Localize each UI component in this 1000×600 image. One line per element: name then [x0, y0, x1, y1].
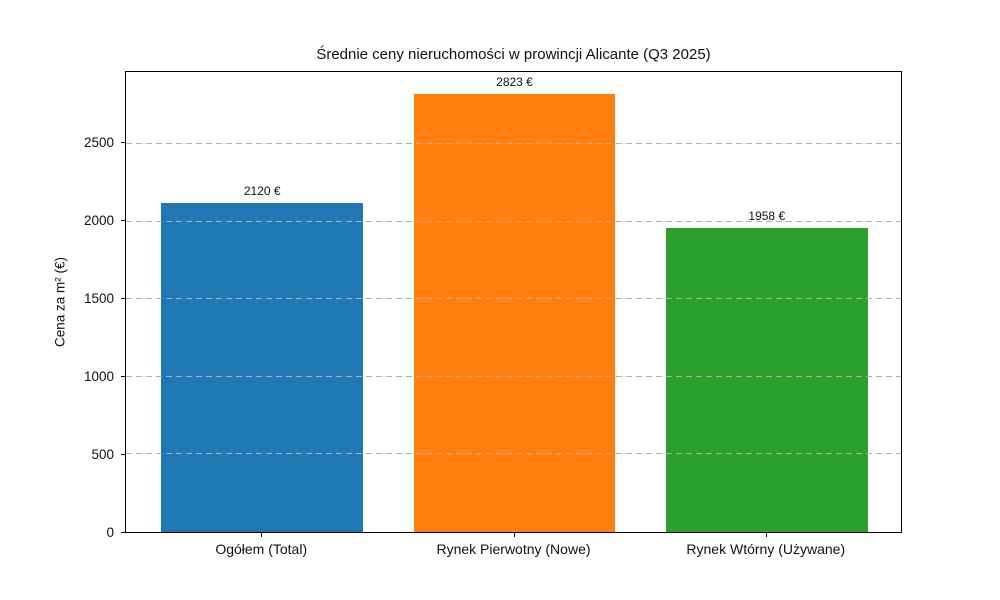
y-tick-mark-2000	[121, 220, 125, 222]
bar-value-label-3: 1958 €	[748, 209, 786, 224]
y-tick-label-0: 0	[106, 525, 114, 540]
y-tick-label-1500: 1500	[83, 291, 114, 307]
gridline-2000	[126, 220, 901, 222]
y-tick-mark-1000	[121, 376, 125, 378]
y-tick-mark-1500	[121, 298, 125, 300]
y-tick-label-2500: 2500	[83, 135, 114, 151]
x-tick-label-2: Rynek Pierwotny (Nowe)	[436, 541, 591, 557]
bar-value-label-1: 2120 €	[243, 184, 281, 198]
x-tick-mark-1	[261, 533, 263, 537]
bar-3	[665, 228, 868, 532]
y-tick-label-500: 500	[91, 447, 114, 463]
y-tick-mark-0	[121, 532, 125, 533]
x-tick-mark-2	[513, 533, 515, 537]
chart-title: Średnie ceny nieruchomości w prowincji A…	[316, 46, 711, 63]
bar-value-label-2: 2823 €	[496, 74, 533, 89]
bar-1	[161, 203, 364, 532]
bar-2	[413, 93, 616, 532]
x-tick-label-3: Rynek Wtórny (Używane)	[686, 541, 846, 557]
y-tick-label-2000: 2000	[83, 213, 114, 229]
y-tick-mark-2500	[121, 142, 125, 144]
plot-area: 2120 € 2823 € 1958 €	[125, 71, 902, 533]
gridline-500	[126, 453, 901, 455]
gridline-2500	[126, 143, 901, 145]
gridline-1000	[126, 375, 901, 377]
gridline-1500	[126, 298, 901, 300]
y-tick-label-1000: 1000	[83, 369, 114, 385]
y-tick-mark-500	[121, 454, 125, 456]
x-tick-label-1: Ogółem (Total)	[215, 541, 308, 557]
x-tick-mark-3	[765, 533, 767, 537]
